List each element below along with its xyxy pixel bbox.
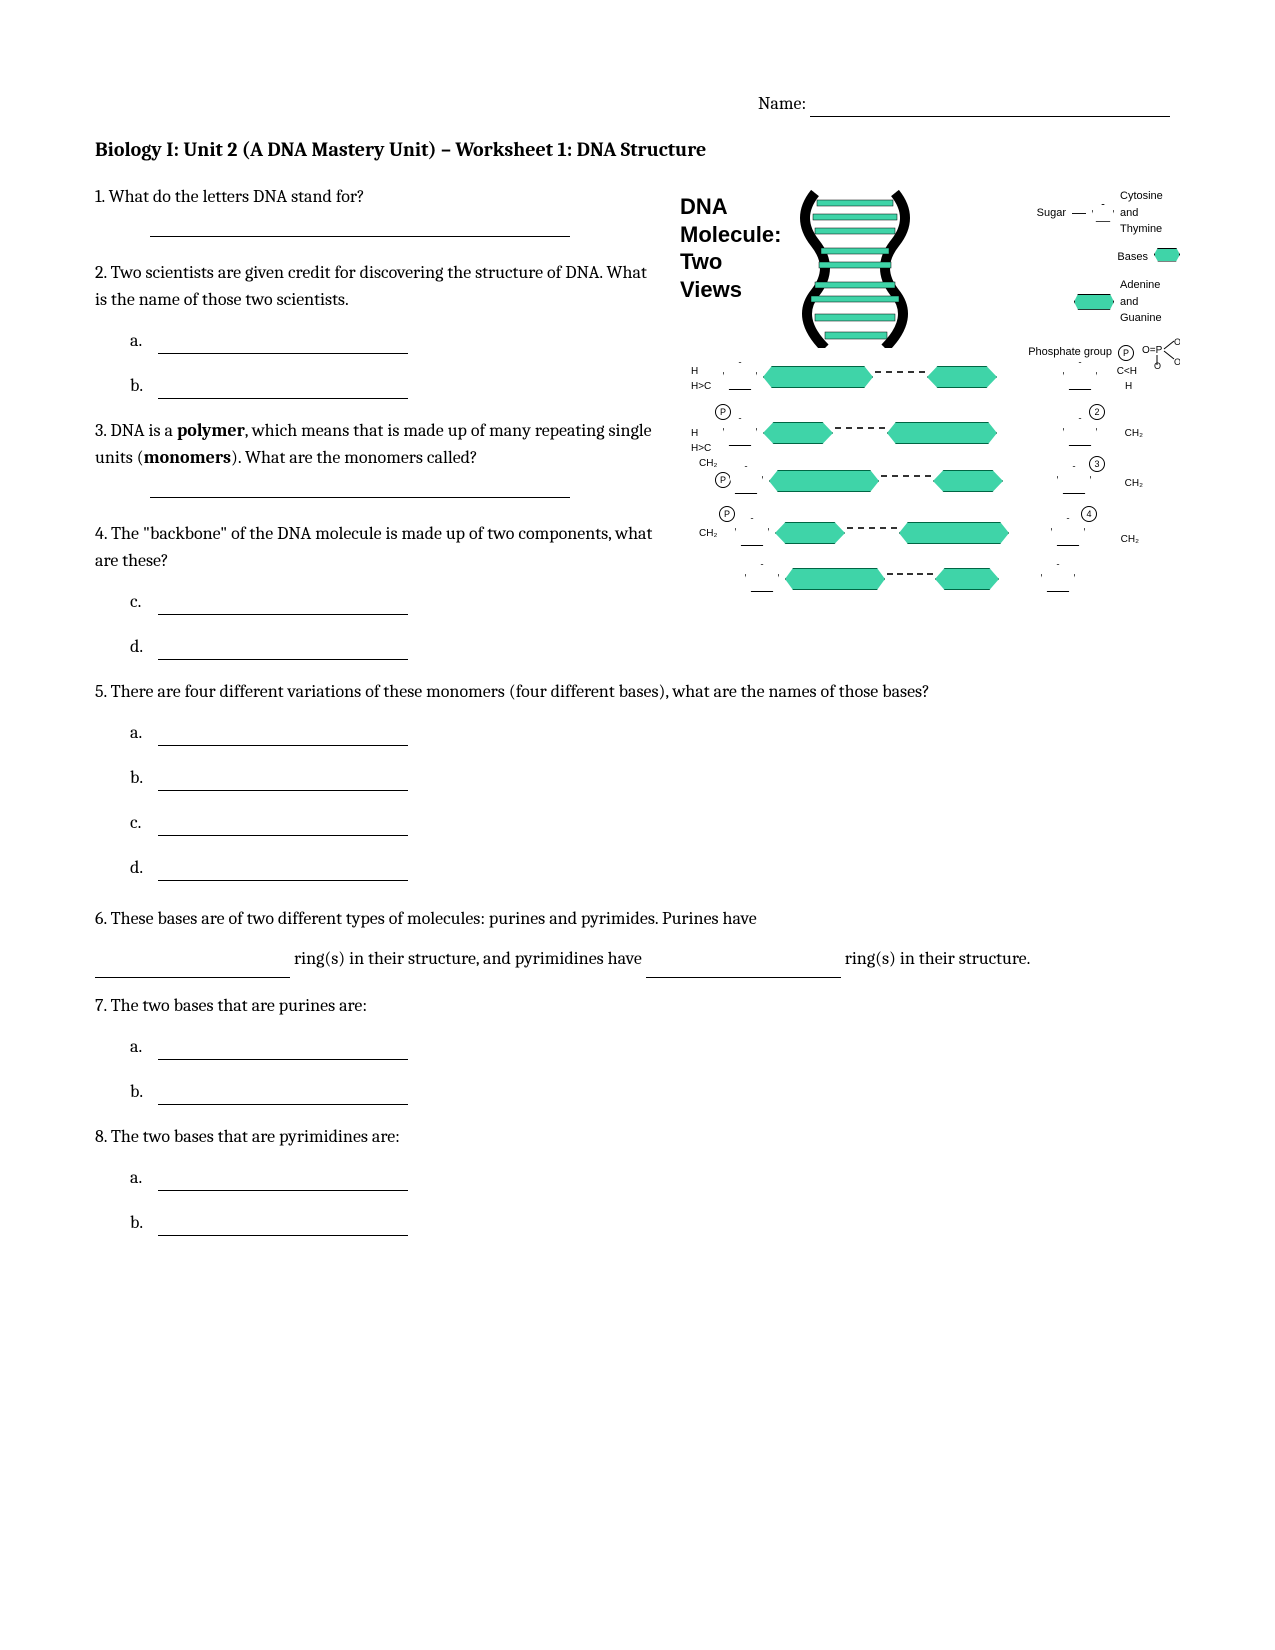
question-1: 1. What do the letters DNA stand for? [95, 183, 660, 210]
worksheet-title: Biology I: Unit 2 (A DNA Mastery Unit) –… [95, 135, 1180, 165]
diagram-title: DNA Molecule: Two Views [680, 193, 781, 303]
q2b-blank[interactable] [158, 398, 408, 399]
dna-helix-icon [785, 188, 925, 363]
q1-blank[interactable] [150, 236, 570, 237]
name-label: Name: [758, 93, 806, 114]
question-7: 7. The two bases that are purines are: [95, 992, 1180, 1019]
q8b-blank[interactable] [158, 1235, 408, 1236]
diagram-legend: Sugar — Cytosine and Thymine Bases Adeni… [1028, 188, 1180, 379]
q5b-blank[interactable] [158, 790, 408, 791]
question-4: 4. The "backbone" of the DNA molecule is… [95, 520, 660, 574]
svg-text:O: O [1154, 361, 1161, 369]
legend-ct-label: Cytosine and Thymine [1120, 188, 1180, 238]
dna-diagram: DNA Molecule: Two Views Sugar — Cytosine… [680, 183, 1190, 613]
dna-ladder: HH>C C<H H P HH>C 2 CH₂ [695, 358, 1145, 603]
q4c-blank[interactable] [158, 614, 408, 615]
name-field: Name: [95, 90, 1180, 117]
question-3: 3. DNA is a polymer, which means that is… [95, 417, 660, 471]
phosphate-chem-icon: O=P O⁻ O⁻ O [1140, 337, 1180, 369]
base-large-icon [1074, 294, 1114, 310]
q7a-blank[interactable] [158, 1059, 408, 1060]
sugar-icon [1092, 204, 1114, 222]
svg-text:O=P: O=P [1142, 345, 1163, 356]
q3-blank[interactable] [150, 497, 570, 498]
svg-text:O⁻: O⁻ [1174, 357, 1180, 367]
q5c-blank[interactable] [158, 835, 408, 836]
legend-ag-label: Adenine and Guanine [1120, 277, 1180, 327]
q7b-blank[interactable] [158, 1104, 408, 1105]
q5d-blank[interactable] [158, 880, 408, 881]
legend-sugar-label: Sugar [1037, 205, 1066, 222]
q6-blank1[interactable] [95, 977, 290, 978]
q4d-blank[interactable] [158, 659, 408, 660]
svg-text:O⁻: O⁻ [1174, 337, 1180, 347]
q2a-blank[interactable] [158, 353, 408, 354]
legend-bases-label: Bases [1117, 249, 1148, 266]
question-2: 2. Two scientists are given credit for d… [95, 259, 660, 313]
question-5: 5. There are four different variations o… [95, 678, 1180, 705]
q6-blank2[interactable] [646, 977, 841, 978]
question-6: 6. These bases are of two different type… [95, 899, 1180, 978]
q5a-blank[interactable] [158, 745, 408, 746]
q8a-blank[interactable] [158, 1190, 408, 1191]
base-small-icon [1154, 248, 1180, 262]
name-blank[interactable] [810, 116, 1170, 117]
question-8: 8. The two bases that are pyrimidines ar… [95, 1123, 1180, 1150]
